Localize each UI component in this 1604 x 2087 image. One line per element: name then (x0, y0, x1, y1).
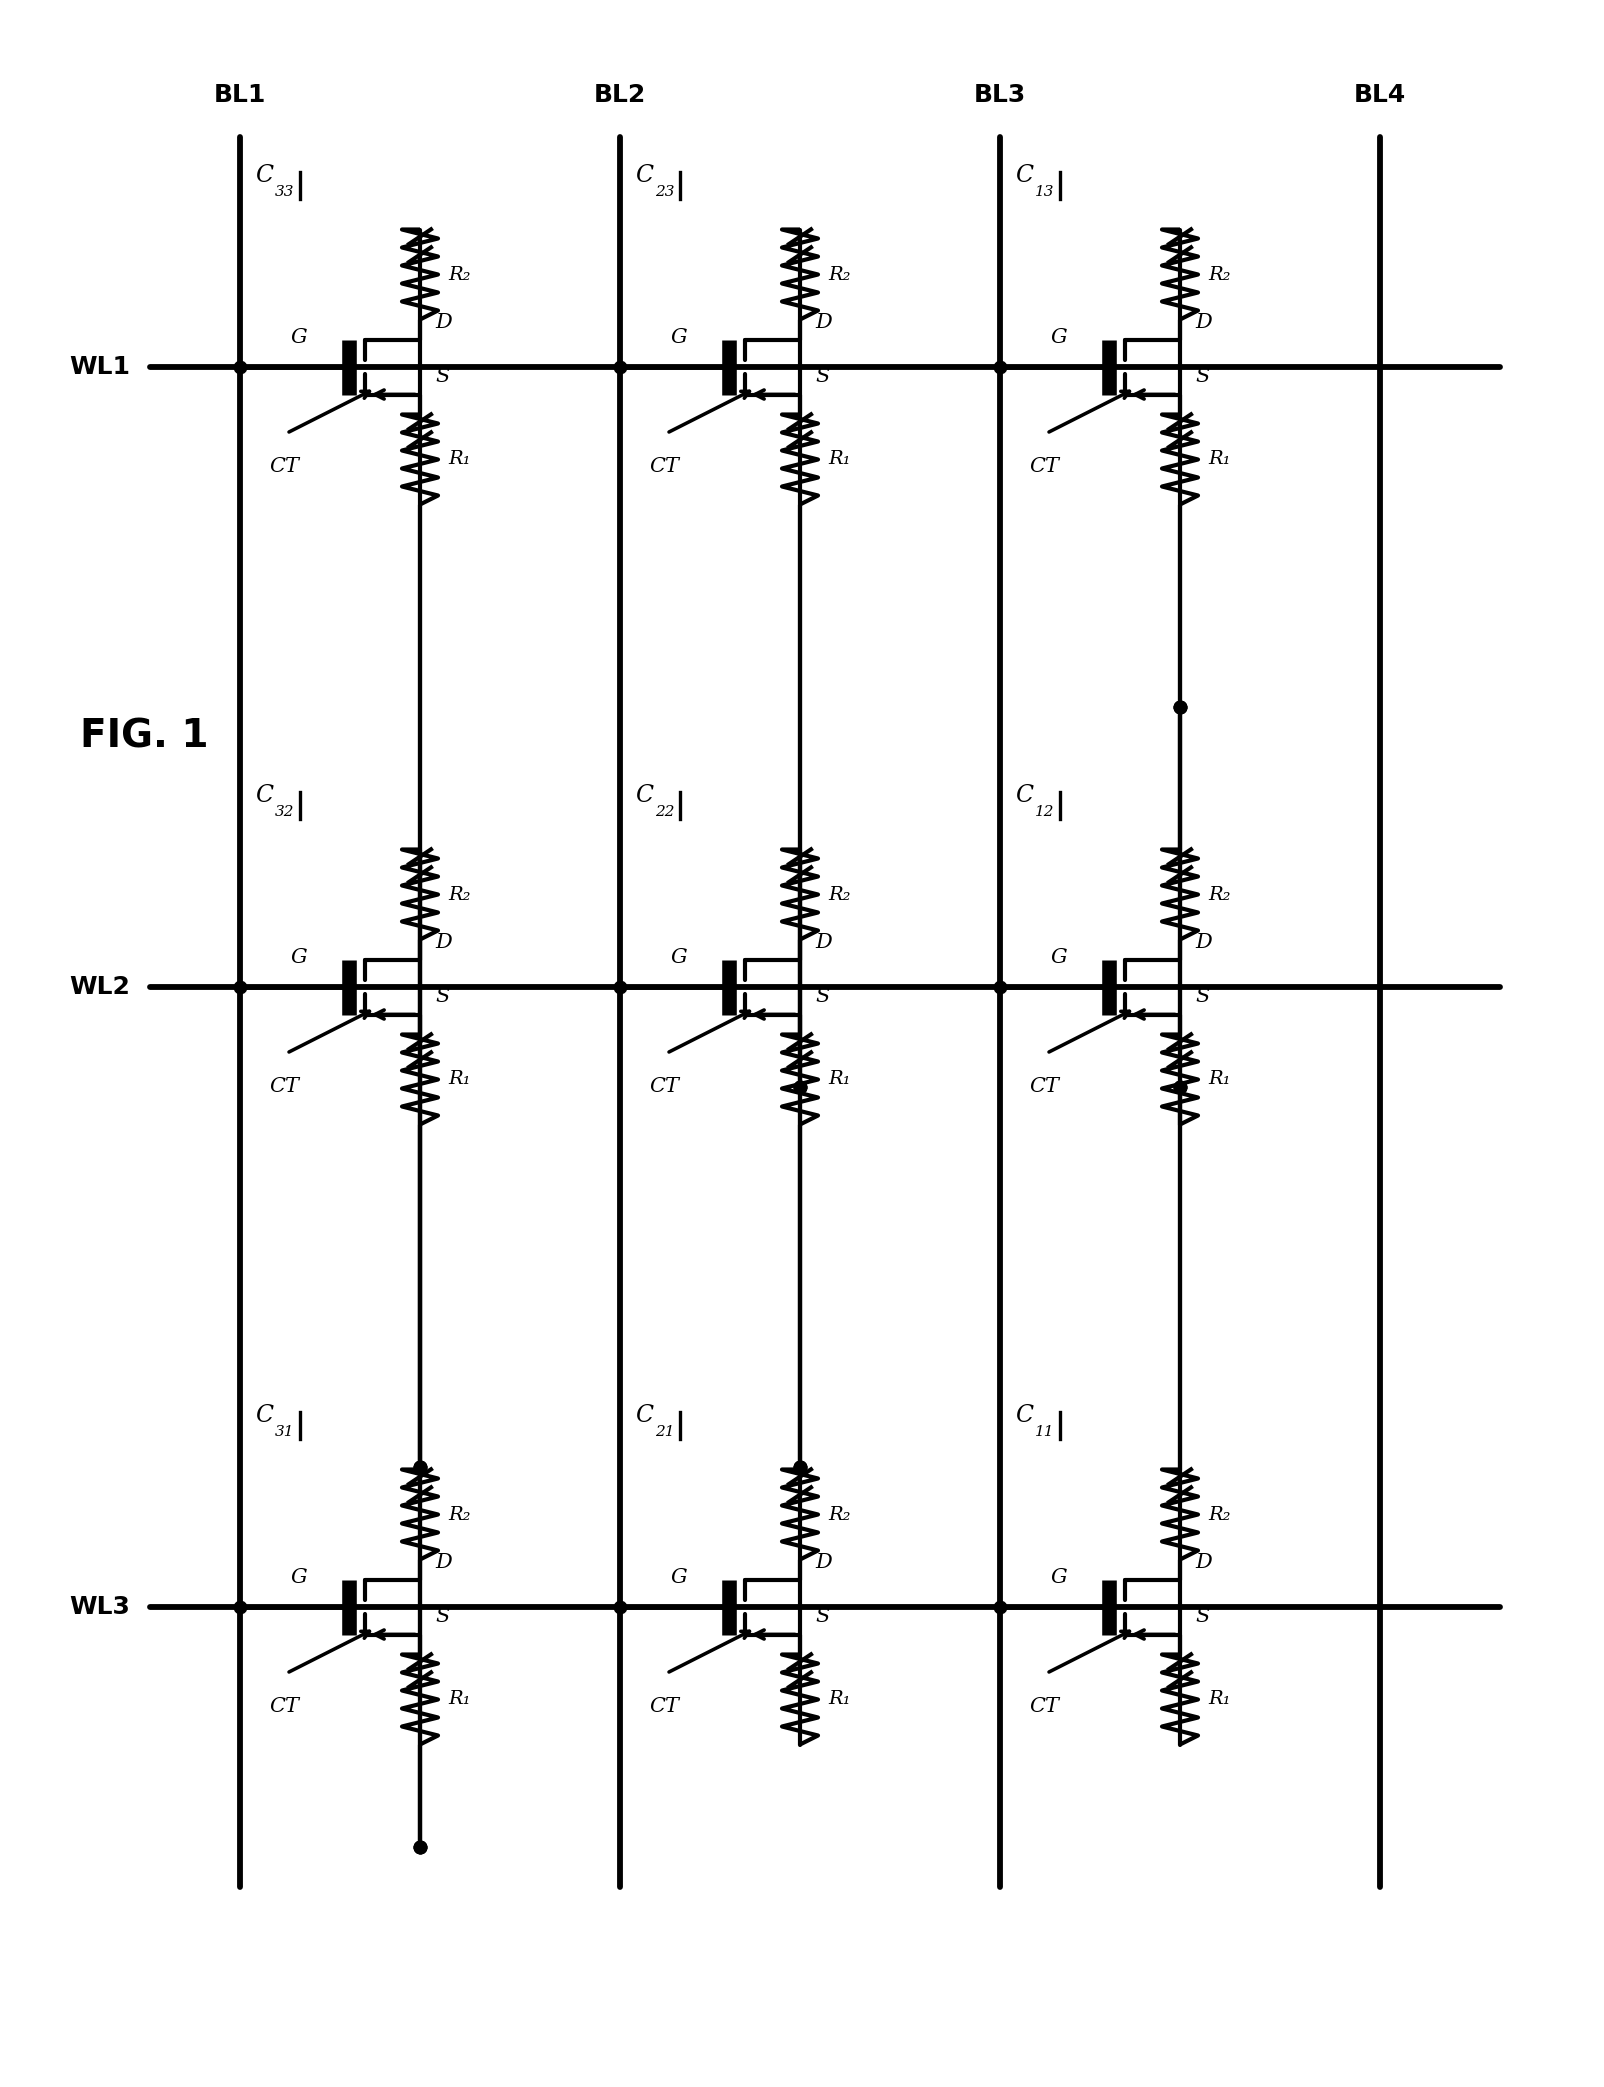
Text: R₂: R₂ (1208, 1505, 1230, 1524)
Text: R₁: R₁ (448, 1690, 470, 1709)
Text: C: C (255, 785, 273, 808)
Text: CT: CT (650, 1077, 678, 1096)
Text: S: S (815, 1607, 829, 1626)
Text: 32: 32 (274, 806, 295, 818)
Text: C: C (1015, 165, 1033, 188)
Text: G: G (670, 1567, 687, 1586)
Text: R₂: R₂ (448, 1505, 470, 1524)
Text: 21: 21 (654, 1425, 675, 1440)
Text: G: G (1051, 328, 1067, 346)
Text: R₂: R₂ (828, 1505, 850, 1524)
Text: CT: CT (650, 457, 678, 476)
Text: FIG. 1: FIG. 1 (80, 718, 209, 755)
Text: S: S (435, 987, 449, 1006)
Text: R₁: R₁ (828, 1690, 850, 1709)
Text: D: D (815, 933, 832, 952)
Text: R₂: R₂ (448, 265, 470, 284)
Text: S: S (435, 1607, 449, 1626)
Text: R₁: R₁ (1208, 451, 1230, 467)
Text: 22: 22 (654, 806, 675, 818)
Text: R₁: R₁ (828, 1071, 850, 1089)
Text: CT: CT (269, 1697, 298, 1716)
Text: R₁: R₁ (1208, 1071, 1230, 1089)
Text: G: G (290, 947, 308, 966)
Text: 33: 33 (274, 186, 295, 198)
Text: C: C (635, 165, 653, 188)
Text: R₁: R₁ (1208, 1690, 1230, 1709)
Text: R₁: R₁ (448, 451, 470, 467)
Text: G: G (1051, 947, 1067, 966)
Text: R₂: R₂ (448, 885, 470, 904)
Text: R₁: R₁ (828, 451, 850, 467)
Text: CT: CT (269, 457, 298, 476)
Text: D: D (435, 933, 452, 952)
Text: CT: CT (1030, 1077, 1059, 1096)
Text: BL3: BL3 (974, 83, 1027, 106)
Text: S: S (815, 987, 829, 1006)
Text: D: D (1195, 313, 1211, 332)
Text: R₂: R₂ (1208, 885, 1230, 904)
Text: CT: CT (1030, 457, 1059, 476)
Text: R₂: R₂ (828, 885, 850, 904)
Text: S: S (1195, 367, 1209, 386)
Text: D: D (815, 1553, 832, 1572)
Text: D: D (815, 313, 832, 332)
Text: WL1: WL1 (69, 355, 130, 380)
Text: C: C (255, 165, 273, 188)
Text: R₁: R₁ (448, 1071, 470, 1089)
Text: WL2: WL2 (69, 975, 130, 1000)
Text: BL4: BL4 (1354, 83, 1407, 106)
Text: C: C (635, 785, 653, 808)
Text: C: C (1015, 785, 1033, 808)
Text: C: C (635, 1405, 653, 1428)
Text: D: D (1195, 1553, 1211, 1572)
Text: S: S (435, 367, 449, 386)
Text: C: C (255, 1405, 273, 1428)
Text: G: G (670, 947, 687, 966)
Text: G: G (1051, 1567, 1067, 1586)
Text: S: S (1195, 987, 1209, 1006)
Text: CT: CT (269, 1077, 298, 1096)
Text: BL2: BL2 (593, 83, 646, 106)
Text: S: S (815, 367, 829, 386)
Text: 13: 13 (1035, 186, 1054, 198)
Text: 31: 31 (274, 1425, 295, 1440)
Text: 11: 11 (1035, 1425, 1054, 1440)
Text: D: D (435, 313, 452, 332)
Text: 12: 12 (1035, 806, 1054, 818)
Text: 23: 23 (654, 186, 675, 198)
Text: G: G (290, 1567, 308, 1586)
Text: D: D (435, 1553, 452, 1572)
Text: R₂: R₂ (1208, 265, 1230, 284)
Text: S: S (1195, 1607, 1209, 1626)
Text: D: D (1195, 933, 1211, 952)
Text: R₂: R₂ (828, 265, 850, 284)
Text: WL3: WL3 (69, 1594, 130, 1620)
Text: G: G (290, 328, 308, 346)
Text: CT: CT (650, 1697, 678, 1716)
Text: C: C (1015, 1405, 1033, 1428)
Text: BL1: BL1 (213, 83, 266, 106)
Text: G: G (670, 328, 687, 346)
Text: CT: CT (1030, 1697, 1059, 1716)
